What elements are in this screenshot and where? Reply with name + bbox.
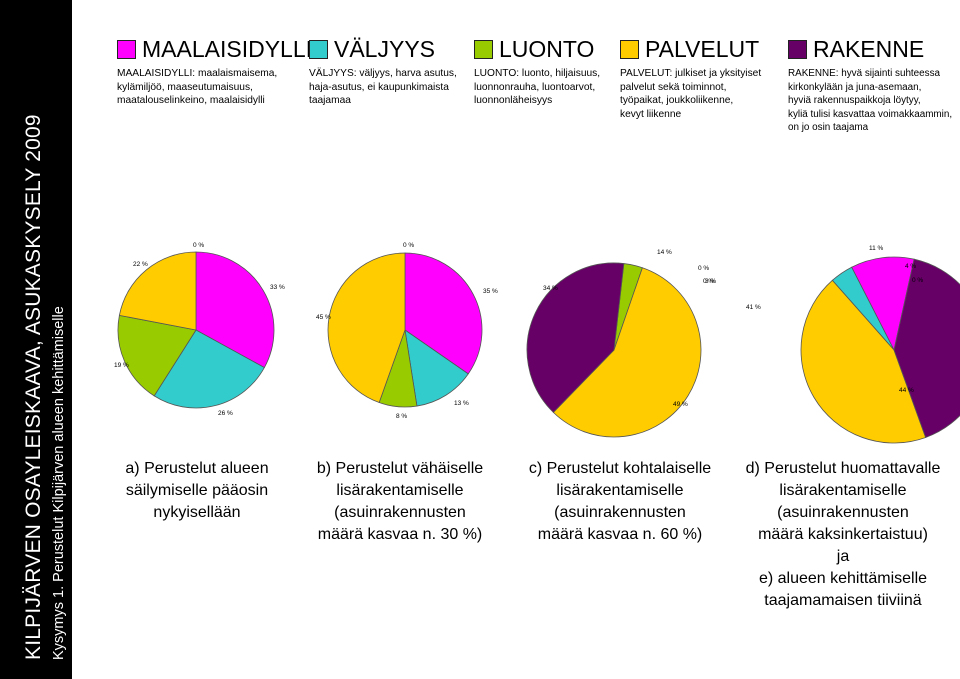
legend-description: MAALAISIDYLLI: maalaismaisema, kylämiljö… [117, 68, 278, 106]
pie-slice [118, 251, 197, 331]
data-label: 41 % [746, 304, 761, 311]
pie-slice [327, 252, 406, 404]
data-label: 22 % [133, 261, 148, 268]
caption-a: a) Perustelut alueen säilymiselle pääosi… [125, 460, 269, 521]
legend-label: VÄLJYYS [334, 36, 435, 62]
legend-swatch [474, 40, 493, 59]
pie-slice [893, 258, 960, 438]
data-label: 26 % [218, 410, 233, 417]
data-label: 11 % [869, 245, 884, 252]
data-label: 3 % [705, 278, 716, 285]
pie-slice [404, 329, 469, 407]
data-label: 0 % [193, 242, 204, 249]
pie-slice [404, 252, 483, 375]
data-label: 13 % [454, 400, 469, 407]
caption-c: c) Perustelut kohtalaiselle lisärakentam… [528, 460, 712, 543]
legend-luonto: LUONTO LUONTO: luonto, hiljaisuus, luonn… [474, 36, 600, 108]
data-label: 44 % [899, 387, 914, 394]
data-label: 4 % [905, 263, 916, 270]
data-label: 8 % [396, 413, 407, 420]
pie-slice [800, 279, 927, 444]
data-label: 33 % [270, 284, 285, 291]
legend-label: LUONTO [499, 36, 595, 62]
data-label: 0 % [912, 277, 923, 284]
data-label: 0 % [703, 278, 714, 285]
data-label: 0 % [698, 265, 709, 272]
legend-palvelut: PALVELUT PALVELUT: julkiset ja yksityise… [620, 36, 761, 121]
pie-slice [195, 251, 275, 369]
caption-de: d) Perustelut huomattavalle lisärakentam… [745, 460, 941, 609]
legend-description: PALVELUT: julkiset ja yksityiset palvelu… [620, 68, 762, 120]
legend-label: MAALAISIDYLLI [142, 36, 313, 62]
data-label: 14 % [657, 249, 672, 256]
legend-label: RAKENNE [813, 36, 925, 62]
sidebar: KILPIJÄRVEN OSAYLEISKAAVA, ASUKASKYSELY … [0, 0, 72, 679]
legend-maalaisidylli: MAALAISIDYLLI MAALAISIDYLLI: maalaismais… [117, 36, 312, 108]
caption-b: b) Perustelut vähäiselle lisärakentamise… [316, 460, 484, 543]
legend-description: VÄLJYYS: väljyys, harva asutus, haja-asu… [309, 68, 457, 106]
legend-description: RAKENNE: hyvä sijainti suhteessa kirkonk… [788, 68, 953, 133]
legend-valjyys: VÄLJYYS VÄLJYYS: väljyys, harva asutus, … [309, 36, 457, 108]
data-label: 35 % [483, 288, 498, 295]
legend-swatch [309, 40, 328, 59]
data-label: 19 % [114, 362, 129, 369]
legend-rakenne: RAKENNE RAKENNE: hyvä sijainti suhteessa… [788, 36, 958, 135]
legend-swatch [788, 40, 807, 59]
legend-label: PALVELUT [645, 36, 760, 62]
data-label: 45 % [316, 314, 331, 321]
data-label: 0 % [403, 242, 414, 249]
legend-swatch [620, 40, 639, 59]
legend-swatch [117, 40, 136, 59]
data-label: 34 % [543, 285, 558, 292]
pie-slice [153, 329, 265, 409]
pie-slice [117, 314, 197, 397]
data-label: 49 % [673, 401, 688, 408]
pie-slice [526, 262, 625, 413]
legend-description: LUONTO: luonto, hiljaisuus, luonnonrauha… [474, 68, 601, 106]
pie-slice [552, 267, 702, 438]
